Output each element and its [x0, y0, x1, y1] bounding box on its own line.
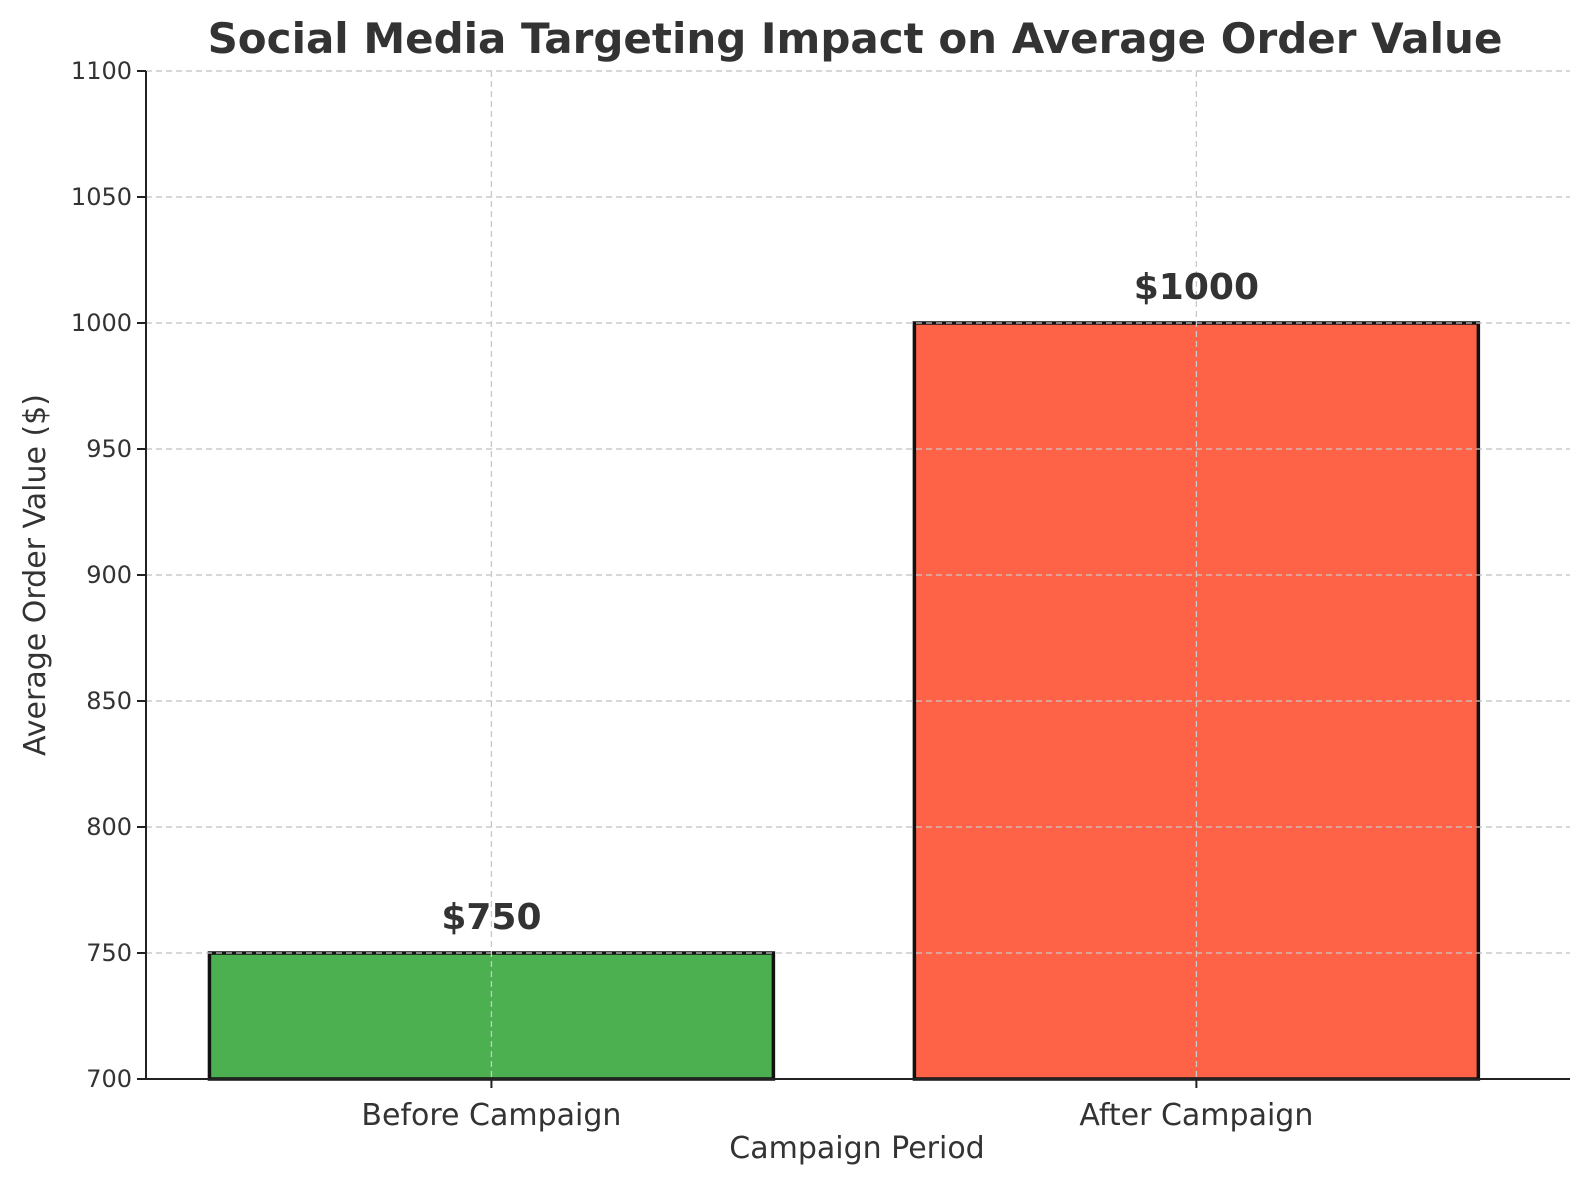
gridlines-overlay — [146, 70, 1570, 954]
x-ticks: Before Campaign After Campaign — [361, 1079, 1313, 1133]
x-axis-label: Campaign Period — [729, 1131, 984, 1166]
y-tick-label: 700 — [86, 1065, 132, 1093]
bar-value-label: $750 — [441, 897, 541, 938]
x-tick-label: After Campaign — [1079, 1098, 1313, 1133]
bar-value-label: $1000 — [1134, 267, 1259, 308]
data-labels: $750 $1000 — [441, 267, 1259, 938]
y-tick-label: 850 — [86, 687, 132, 715]
y-axis-label: Average Order Value ($) — [18, 394, 53, 756]
y-tick-label: 900 — [86, 561, 132, 589]
y-tick-label: 950 — [86, 435, 132, 463]
y-tick-label: 800 — [86, 813, 132, 841]
y-tick-label: 1000 — [71, 309, 132, 337]
y-ticks: 700 750 800 850 900 950 1000 1050 1100 — [71, 57, 146, 1093]
y-tick-label: 1050 — [71, 183, 132, 211]
y-tick-label: 750 — [86, 939, 132, 967]
x-tick-label: Before Campaign — [361, 1098, 621, 1133]
chart-title: Social Media Targeting Impact on Average… — [208, 14, 1503, 63]
y-tick-label: 1100 — [71, 57, 132, 85]
